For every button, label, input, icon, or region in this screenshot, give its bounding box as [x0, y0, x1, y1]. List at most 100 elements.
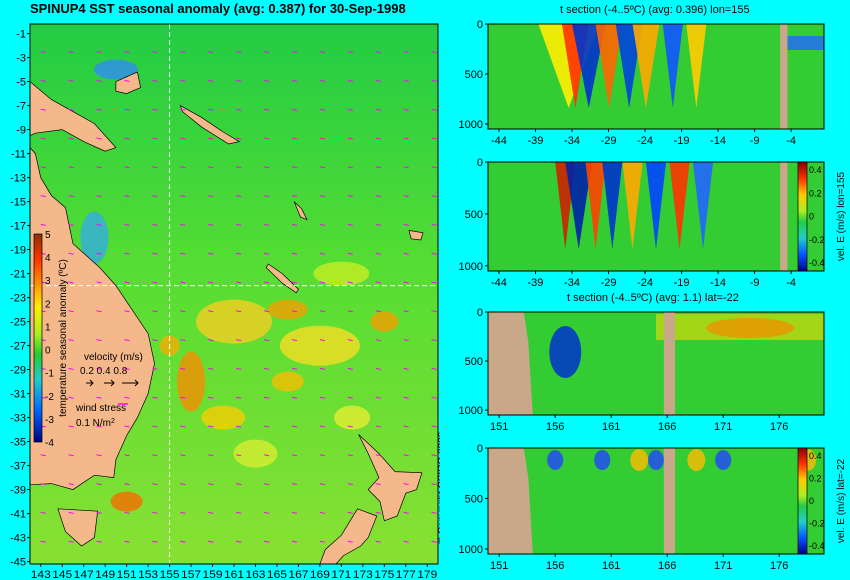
- anomaly-patch: [370, 311, 399, 332]
- wind-arrow: [96, 108, 102, 111]
- anomaly-patch: [279, 325, 360, 366]
- wind-arrow: [263, 511, 270, 514]
- depth-tick-label: 1000: [459, 119, 483, 131]
- wind-arrow: [431, 79, 437, 82]
- wind-arrow: [431, 483, 437, 486]
- wind-arrow: [236, 166, 242, 169]
- lat-tick-label: -13: [10, 173, 26, 185]
- wind-arrow: [236, 252, 242, 255]
- wind-arrow: [96, 367, 102, 370]
- wind-arrow: [180, 281, 186, 284]
- lat-tick-label: -29: [10, 365, 26, 377]
- wind-arrow: [431, 137, 437, 140]
- velocity-colorbar-tick: -0.4: [809, 541, 825, 551]
- wind-arrow: [124, 51, 130, 54]
- velocity-legend-values: 0.2 0.4 0.8: [80, 366, 128, 377]
- wind-arrow: [263, 223, 270, 226]
- section-land: [663, 312, 676, 415]
- wind-arrow: [68, 108, 74, 111]
- wind-arrow: [403, 108, 409, 111]
- wind-arrow: [319, 281, 325, 284]
- sst-map[interactable]: -1-3-5-7-9-11-13-15-17-19-21-23-25-27-29…: [0, 18, 440, 580]
- wind-arrow: [319, 79, 325, 82]
- section-x-tick-label: 171: [714, 421, 732, 433]
- lon-tick-label: 157: [181, 569, 201, 580]
- wind-arrow: [152, 137, 158, 140]
- wind-arrow: [68, 367, 74, 370]
- anomaly-patch: [110, 491, 143, 512]
- section-3-temp-lat22[interactable]: 0 500 1000 151 156 161 166 171 176: [440, 306, 850, 444]
- lon-tick-label: 161: [224, 569, 244, 580]
- wind-arrow: [236, 223, 242, 226]
- sst-colorbar: [33, 233, 43, 443]
- wind-arrow: [236, 540, 242, 543]
- wind-arrow: [319, 137, 325, 140]
- wind-arrow: [431, 511, 437, 514]
- wind-arrow: [263, 425, 270, 428]
- section-land: [780, 24, 788, 129]
- lat-tick-label: -41: [10, 509, 26, 521]
- wind-arrow: [319, 367, 325, 370]
- velocity-colorbar-tick: 0.2: [809, 474, 822, 484]
- wind-arrow: [263, 483, 270, 486]
- wind-arrow: [347, 483, 353, 486]
- wind-arrow: [403, 540, 409, 543]
- lon-tick-label: 143: [31, 569, 51, 580]
- velocity-legend-arrows: [86, 379, 139, 387]
- section-4-vel-lat22[interactable]: 0 500 1000 151 156 161 166 171 176 0.4 0.2 0 -0.2 -0.…: [440, 444, 850, 580]
- section-x-tick-label: -29: [601, 277, 617, 289]
- wind-arrow: [319, 252, 325, 255]
- velocity-colorbar: [797, 447, 808, 555]
- wind-arrow: [124, 223, 130, 226]
- section-2-vel-lon155[interactable]: 0 500 1000 -44 -39 -34 -29 -24 -19 -14 -9 -4 0.4 0.2 0…: [440, 158, 850, 292]
- wind-arrow: [152, 396, 158, 399]
- wind-arrow: [68, 425, 74, 428]
- wind-arrow: [180, 166, 186, 169]
- wind-arrow: [263, 252, 270, 255]
- wind-arrow: [236, 281, 242, 284]
- wind-arrow: [375, 483, 381, 486]
- wind-arrow: [347, 396, 353, 399]
- wind-arrow: [124, 137, 130, 140]
- depth-tick-label: 1000: [459, 544, 483, 556]
- wind-arrow: [375, 396, 381, 399]
- wind-arrow: [124, 540, 130, 543]
- wind-arrow: [347, 281, 353, 284]
- wind-arrow: [263, 310, 270, 313]
- anomaly-patch: [93, 59, 138, 80]
- wind-arrow: [40, 195, 46, 198]
- wind-arrow: [124, 483, 130, 486]
- wind-arrow: [347, 223, 353, 226]
- wind-arrow: [291, 367, 298, 370]
- lat-tick-label: -37: [10, 461, 26, 473]
- wind-arrow: [375, 166, 381, 169]
- wind-arrow: [319, 425, 325, 428]
- section-x-tick-label: -39: [528, 277, 544, 289]
- section-x-tick-label: -19: [674, 277, 690, 289]
- colorbar-tick-label: -1: [45, 369, 54, 380]
- lon-tick-label: 179: [417, 569, 437, 580]
- wind-arrow: [208, 252, 214, 255]
- wind-arrow: [180, 396, 186, 399]
- wind-arrow: [68, 310, 74, 313]
- section-x-tick-label: -34: [564, 135, 580, 147]
- velocity-colorbar-tick: 0.4: [809, 165, 822, 175]
- section-1-temp-lon155[interactable]: 0 500 1000 -44 -39 -34 -29 -24 -19 -14 -9 -4: [440, 18, 850, 158]
- section-x-tick-label: -39: [528, 135, 544, 147]
- wind-arrow: [68, 281, 74, 284]
- wind-arrow: [403, 252, 409, 255]
- wind-arrow: [431, 108, 437, 111]
- wind-arrow: [263, 195, 270, 198]
- fiji-land: [408, 229, 424, 241]
- wind-arrow: [291, 166, 298, 169]
- wind-arrow: [375, 310, 381, 313]
- wind-arrow: [40, 540, 46, 543]
- wind-arrow: [431, 281, 437, 284]
- lat-tick-label: -17: [10, 221, 26, 233]
- wind-arrow: [68, 195, 74, 198]
- wind-arrow: [152, 51, 158, 54]
- wind-arrow: [403, 339, 409, 342]
- lon-tick-label: 153: [138, 569, 158, 580]
- wind-arrow: [180, 339, 186, 342]
- wind-arrow: [208, 540, 214, 543]
